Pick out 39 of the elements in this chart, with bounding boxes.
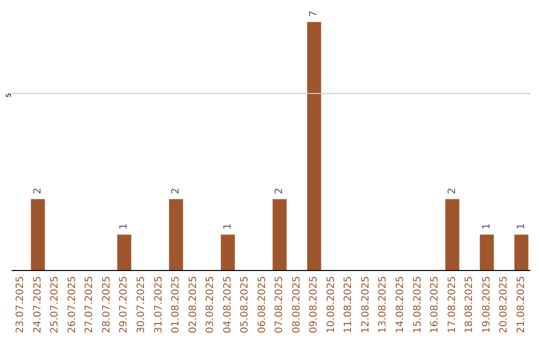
data-label: 1: [516, 223, 527, 230]
x-tick-label: 04.08.2025: [222, 276, 234, 334]
x-tick-label: 11.08.2025: [343, 276, 354, 334]
data-label: 1: [481, 223, 492, 230]
x-tick-label: 12.08.2025: [360, 276, 372, 334]
data-label: 2: [32, 188, 44, 194]
x-tick-label: 05.08.2025: [240, 276, 251, 334]
data-label: 7: [308, 10, 320, 17]
x-tick-label: 03.08.2025: [205, 276, 216, 334]
x-tick-label: 31.07.2025: [153, 276, 164, 334]
data-label: 2: [446, 188, 458, 194]
x-tick-label: 30.07.2025: [136, 276, 147, 334]
x-tick-label: 09.08.2025: [308, 276, 320, 334]
x-tick-label: 23.07.2025: [15, 276, 26, 334]
x-tick-label: 20.08.2025: [498, 276, 510, 334]
data-label: 1: [118, 223, 130, 230]
data-label: 1: [222, 223, 234, 230]
x-tick-label: 15.08.2025: [412, 276, 424, 334]
x-tick-label: 17.08.2025: [446, 276, 458, 334]
x-tick-label: 02.08.2025: [188, 276, 199, 334]
x-tick-label: 01.08.2025: [170, 276, 182, 334]
x-tick-label: 21.08.2025: [516, 276, 527, 334]
x-tick-label: 19.08.2025: [481, 276, 492, 334]
data-label: 2: [274, 188, 286, 194]
x-tick-label: 18.08.2025: [464, 276, 476, 334]
x-tick-label: 13.08.2025: [378, 276, 389, 334]
x-tick-label: 25.07.2025: [50, 276, 61, 334]
x-tick-label: 16.08.2025: [430, 276, 441, 334]
x-tick-label: 06.08.2025: [256, 276, 268, 334]
x-tick-label: 10.08.2025: [326, 276, 337, 334]
x-tick-label: 14.08.2025: [395, 276, 406, 334]
x-tick-label: 28.07.2025: [101, 276, 112, 334]
x-tick-label: 29.07.2025: [118, 276, 130, 334]
x-tick-label: 24.07.2025: [32, 276, 44, 334]
x-tick-label: 26.07.2025: [66, 276, 78, 334]
x-tick-label: 27.07.2025: [84, 276, 96, 334]
data-label: 2: [170, 188, 182, 194]
x-tick-label: 08.08.2025: [291, 276, 302, 334]
x-tick-label: 07.08.2025: [274, 276, 286, 334]
